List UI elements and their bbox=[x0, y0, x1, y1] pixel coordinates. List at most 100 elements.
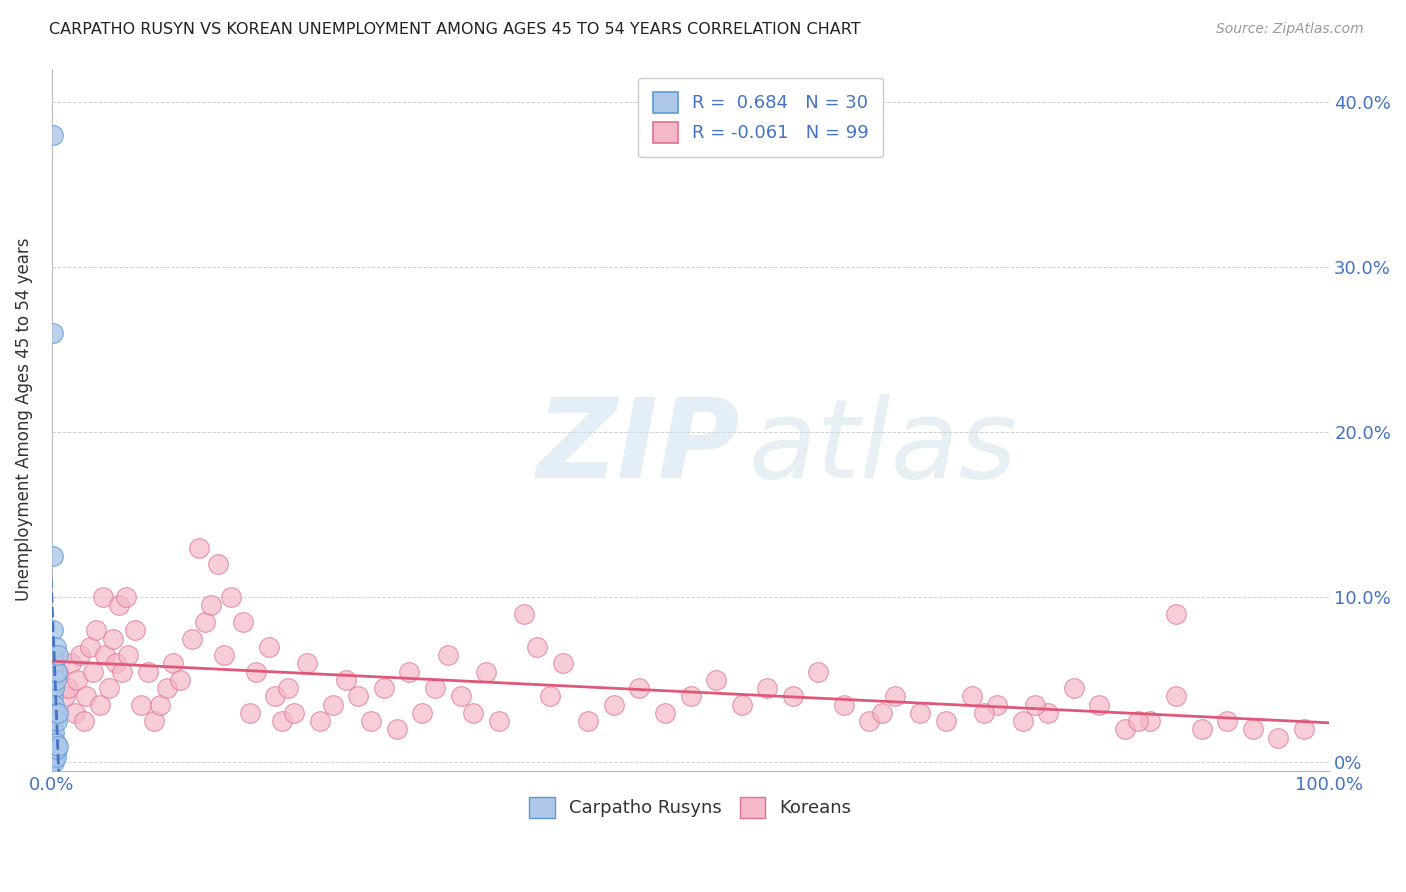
Point bbox=[44, 725, 66, 739]
Point bbox=[257, 640, 280, 654]
Point bbox=[42, 665, 65, 679]
Point bbox=[232, 615, 254, 629]
Point bbox=[117, 648, 139, 662]
Point bbox=[101, 632, 124, 646]
Point bbox=[45, 673, 67, 687]
Point bbox=[44, 714, 66, 728]
Point bbox=[322, 698, 344, 712]
Point bbox=[44, 681, 66, 695]
Point bbox=[910, 706, 932, 720]
Point bbox=[156, 681, 179, 695]
Point bbox=[1024, 698, 1046, 712]
Point bbox=[42, 624, 65, 638]
Point bbox=[46, 648, 69, 662]
Point bbox=[45, 706, 67, 720]
Point bbox=[44, 657, 66, 671]
Text: atlas: atlas bbox=[748, 394, 1017, 501]
Y-axis label: Unemployment Among Ages 45 to 54 years: Unemployment Among Ages 45 to 54 years bbox=[15, 238, 32, 601]
Point bbox=[1126, 714, 1149, 728]
Point bbox=[1164, 690, 1187, 704]
Point bbox=[59, 657, 82, 671]
Point bbox=[475, 665, 498, 679]
Point bbox=[756, 681, 779, 695]
Point bbox=[142, 714, 165, 728]
Point bbox=[46, 706, 69, 720]
Point bbox=[45, 665, 67, 679]
Point bbox=[46, 739, 69, 753]
Text: CARPATHO RUSYN VS KOREAN UNEMPLOYMENT AMONG AGES 45 TO 54 YEARS CORRELATION CHAR: CARPATHO RUSYN VS KOREAN UNEMPLOYMENT AM… bbox=[49, 22, 860, 37]
Point bbox=[46, 665, 69, 679]
Point bbox=[463, 706, 485, 720]
Point bbox=[277, 681, 299, 695]
Point bbox=[66, 673, 89, 687]
Point bbox=[44, 752, 66, 766]
Point bbox=[45, 736, 67, 750]
Point bbox=[207, 557, 229, 571]
Point bbox=[538, 690, 561, 704]
Point bbox=[986, 698, 1008, 712]
Point bbox=[169, 673, 191, 687]
Point bbox=[960, 690, 983, 704]
Point bbox=[373, 681, 395, 695]
Point bbox=[42, 673, 65, 687]
Point bbox=[973, 706, 995, 720]
Point bbox=[1164, 607, 1187, 621]
Point bbox=[603, 698, 626, 712]
Point bbox=[124, 624, 146, 638]
Point bbox=[53, 690, 76, 704]
Point bbox=[488, 714, 510, 728]
Text: ZIP: ZIP bbox=[537, 394, 741, 501]
Point bbox=[94, 648, 117, 662]
Point bbox=[807, 665, 830, 679]
Point bbox=[42, 706, 65, 720]
Point bbox=[136, 665, 159, 679]
Point bbox=[436, 648, 458, 662]
Point bbox=[551, 657, 574, 671]
Point bbox=[1267, 731, 1289, 745]
Point bbox=[450, 690, 472, 704]
Point bbox=[347, 690, 370, 704]
Point bbox=[239, 706, 262, 720]
Point bbox=[1011, 714, 1033, 728]
Point bbox=[44, 747, 66, 761]
Point bbox=[1088, 698, 1111, 712]
Point bbox=[858, 714, 880, 728]
Point bbox=[42, 549, 65, 563]
Point bbox=[194, 615, 217, 629]
Point bbox=[91, 591, 114, 605]
Point bbox=[75, 690, 97, 704]
Point bbox=[44, 739, 66, 753]
Point bbox=[162, 657, 184, 671]
Point bbox=[423, 681, 446, 695]
Point bbox=[576, 714, 599, 728]
Point bbox=[628, 681, 651, 695]
Point bbox=[1139, 714, 1161, 728]
Point bbox=[704, 673, 727, 687]
Point bbox=[870, 706, 893, 720]
Point bbox=[108, 599, 131, 613]
Point bbox=[45, 640, 67, 654]
Point bbox=[1292, 723, 1315, 737]
Point bbox=[111, 665, 134, 679]
Point bbox=[1063, 681, 1085, 695]
Point bbox=[335, 673, 357, 687]
Point bbox=[883, 690, 905, 704]
Point bbox=[264, 690, 287, 704]
Point bbox=[654, 706, 676, 720]
Point bbox=[79, 640, 101, 654]
Point bbox=[42, 326, 65, 340]
Point bbox=[297, 657, 319, 671]
Text: Source: ZipAtlas.com: Source: ZipAtlas.com bbox=[1216, 22, 1364, 37]
Point bbox=[385, 723, 408, 737]
Point bbox=[149, 698, 172, 712]
Point bbox=[1114, 723, 1136, 737]
Point bbox=[782, 690, 804, 704]
Point bbox=[1241, 723, 1264, 737]
Point bbox=[129, 698, 152, 712]
Point bbox=[398, 665, 420, 679]
Point bbox=[181, 632, 204, 646]
Point bbox=[309, 714, 332, 728]
Point bbox=[360, 714, 382, 728]
Point bbox=[42, 731, 65, 745]
Point bbox=[730, 698, 752, 712]
